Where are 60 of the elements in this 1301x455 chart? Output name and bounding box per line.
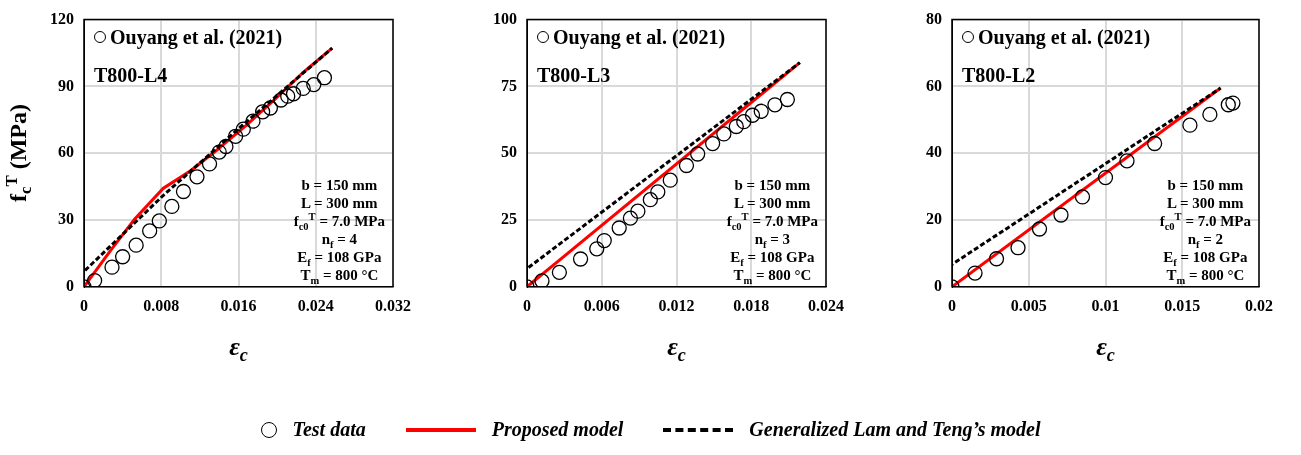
annotation: T$_{m}$ = 800 °C [732, 266, 813, 286]
annotation: T$_{m}$ = 800 °C [299, 266, 380, 286]
y-tick-label: 0 [509, 276, 517, 294]
annotation: n$_{f}$ = 3 [754, 230, 791, 250]
annotation: Ouyang et al. (2021) [553, 25, 726, 49]
annotation: E$_{f}$ = 108 GPa [296, 248, 383, 268]
annotation: T800-L2 [962, 63, 1036, 87]
y-tick-label: 0 [934, 276, 942, 294]
x-tick-label: 0.018 [733, 296, 770, 314]
y-tick-label: 75 [501, 76, 517, 94]
y-tick-label: 30 [58, 210, 74, 228]
x-tick-label: 0 [80, 296, 88, 314]
x-axis-title: ε$_{c}$ [229, 332, 248, 366]
annotation: E$_{f}$ = 108 GPa [729, 248, 816, 268]
legend-label: Test data [292, 418, 366, 441]
annotation: n$_{f}$ = 2 [1187, 230, 1224, 250]
x-tick-label: 0.02 [1245, 296, 1273, 314]
x-tick-label: 0.008 [143, 296, 180, 314]
annotation: Ouyang et al. (2021) [978, 25, 1151, 49]
y-tick-label: 0 [66, 276, 74, 294]
x-tick-label: 0.032 [375, 296, 411, 314]
y-tick-label: 40 [926, 143, 942, 161]
y-tick-label: 20 [926, 210, 942, 228]
annotation: f$_{c0}$$^{T}$ = 7.0 MPa [1159, 210, 1251, 232]
legend-label: Proposed model [491, 418, 624, 441]
y-tick-label: 90 [58, 76, 74, 94]
y-tick-label: 60 [58, 143, 74, 161]
x-tick-label: 0.024 [808, 296, 844, 314]
annotation: E$_{f}$ = 108 GPa [1162, 248, 1249, 268]
annotation: f$_{c0}$$^{T}$ = 7.0 MPa [726, 210, 818, 232]
y-tick-label: 120 [50, 9, 74, 27]
annotation: L = 300 mm [733, 193, 812, 212]
y-tick-label: 80 [926, 9, 942, 27]
x-axis-title: ε$_{c}$ [667, 332, 686, 366]
annotation: T$_{m}$ = 800 °C [1165, 266, 1246, 286]
x-tick-label: 0.005 [1010, 296, 1047, 314]
x-tick-label: 0 [523, 296, 531, 314]
x-tick-label: 0.01 [1091, 296, 1120, 314]
x-tick-label: 0.015 [1164, 296, 1201, 314]
x-tick-label: 0.024 [297, 296, 334, 314]
legend-label: Generalized Lam and Teng’s model [749, 418, 1041, 441]
x-tick-label: 0.006 [583, 296, 620, 314]
annotation: b = 150 mm [1166, 175, 1245, 194]
annotation: T800-L3 [537, 63, 611, 87]
annotation: f$_{c0}$$^{T}$ = 7.0 MPa [293, 210, 385, 232]
annotation: T800-L4 [94, 63, 168, 87]
x-tick-label: 0.012 [658, 296, 695, 314]
annotation: L = 300 mm [300, 193, 379, 212]
x-tick-label: 0 [948, 296, 956, 314]
annotation: n$_{f}$ = 4 [321, 230, 358, 250]
x-tick-label: 0.016 [220, 296, 257, 314]
y-tick-label: 50 [501, 143, 517, 161]
x-axis-title: ε$_{c}$ [1096, 332, 1115, 366]
annotation: b = 150 mm [300, 175, 379, 194]
y-tick-label: 60 [926, 76, 942, 94]
annotation: Ouyang et al. (2021) [110, 25, 283, 49]
y-tick-label: 25 [501, 210, 517, 228]
annotation: L = 300 mm [1166, 193, 1245, 212]
y-tick-label: 100 [493, 9, 517, 27]
annotation: b = 150 mm [733, 175, 812, 194]
